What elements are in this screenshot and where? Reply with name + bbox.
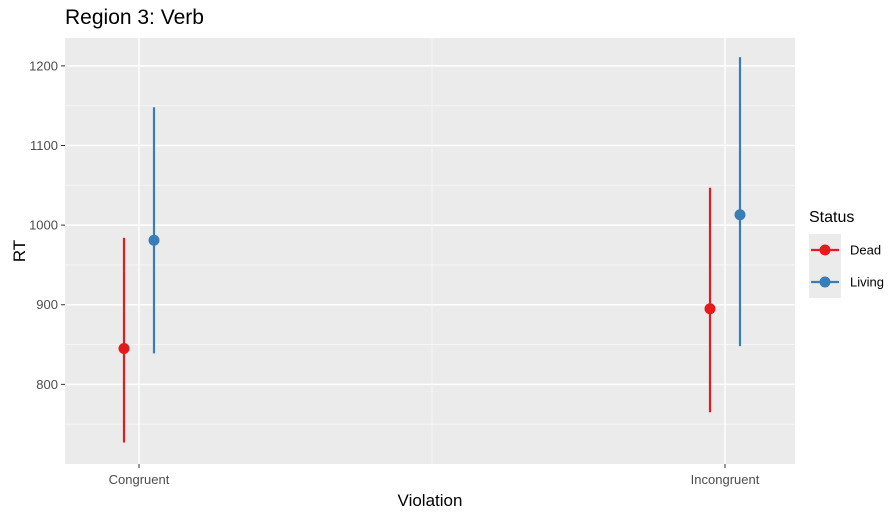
x-axis: Congruent Incongruent: [109, 464, 760, 487]
y-tick-label: 1200: [29, 58, 58, 73]
x-tick-label: Congruent: [109, 472, 170, 487]
legend: Status Dead Living: [809, 209, 884, 298]
legend-key-point: [819, 244, 831, 256]
y-tick-label: 1100: [30, 138, 58, 153]
data-point: [734, 209, 746, 221]
legend-label: Living: [850, 275, 884, 290]
x-axis-title: Violation: [398, 491, 463, 510]
legend-title: Status: [809, 209, 854, 226]
y-tick-label: 800: [36, 377, 58, 392]
y-tick-label: 900: [36, 297, 58, 312]
y-axis-title: RT: [10, 240, 29, 262]
legend-label: Dead: [850, 243, 881, 258]
data-point: [704, 303, 716, 315]
gridlines: [65, 38, 795, 464]
y-axis: 800 900 1000 1100 1200: [29, 58, 65, 392]
plot-panel: [65, 38, 795, 464]
x-tick-label: Incongruent: [691, 472, 760, 487]
chart-title: Region 3: Verb: [65, 6, 204, 29]
y-tick-label: 1000: [29, 218, 58, 233]
legend-key-point: [819, 276, 831, 288]
data-point: [118, 343, 130, 355]
data-point: [148, 234, 160, 246]
data-marks: [118, 57, 746, 443]
